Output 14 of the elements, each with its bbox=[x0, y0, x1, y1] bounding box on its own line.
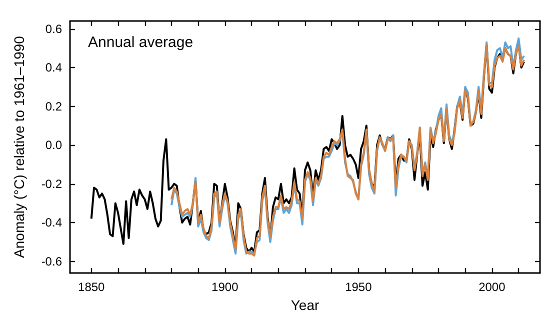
y-tick-label: 0.4 bbox=[45, 60, 62, 75]
y-tick-label: 0.2 bbox=[45, 99, 62, 114]
x-tick-label: 1900 bbox=[212, 280, 239, 294]
annotation: Annual average bbox=[88, 34, 194, 51]
y-tick-label: 0.0 bbox=[45, 138, 62, 152]
x-tick-label: 1850 bbox=[78, 280, 106, 294]
y-tick-label: -0.4 bbox=[41, 216, 62, 230]
x-tick-label: 2000 bbox=[478, 280, 506, 294]
x-tick-label: 1950 bbox=[345, 280, 372, 294]
x-axis-title: Year bbox=[290, 296, 320, 313]
y-axis-title: Anomaly (°C) relative to 1961–1990 bbox=[11, 36, 27, 258]
y-tick-label: -0.6 bbox=[41, 254, 62, 268]
y-tick-label: -0.2 bbox=[41, 176, 62, 191]
y-tick-label: 0.6 bbox=[45, 22, 62, 36]
